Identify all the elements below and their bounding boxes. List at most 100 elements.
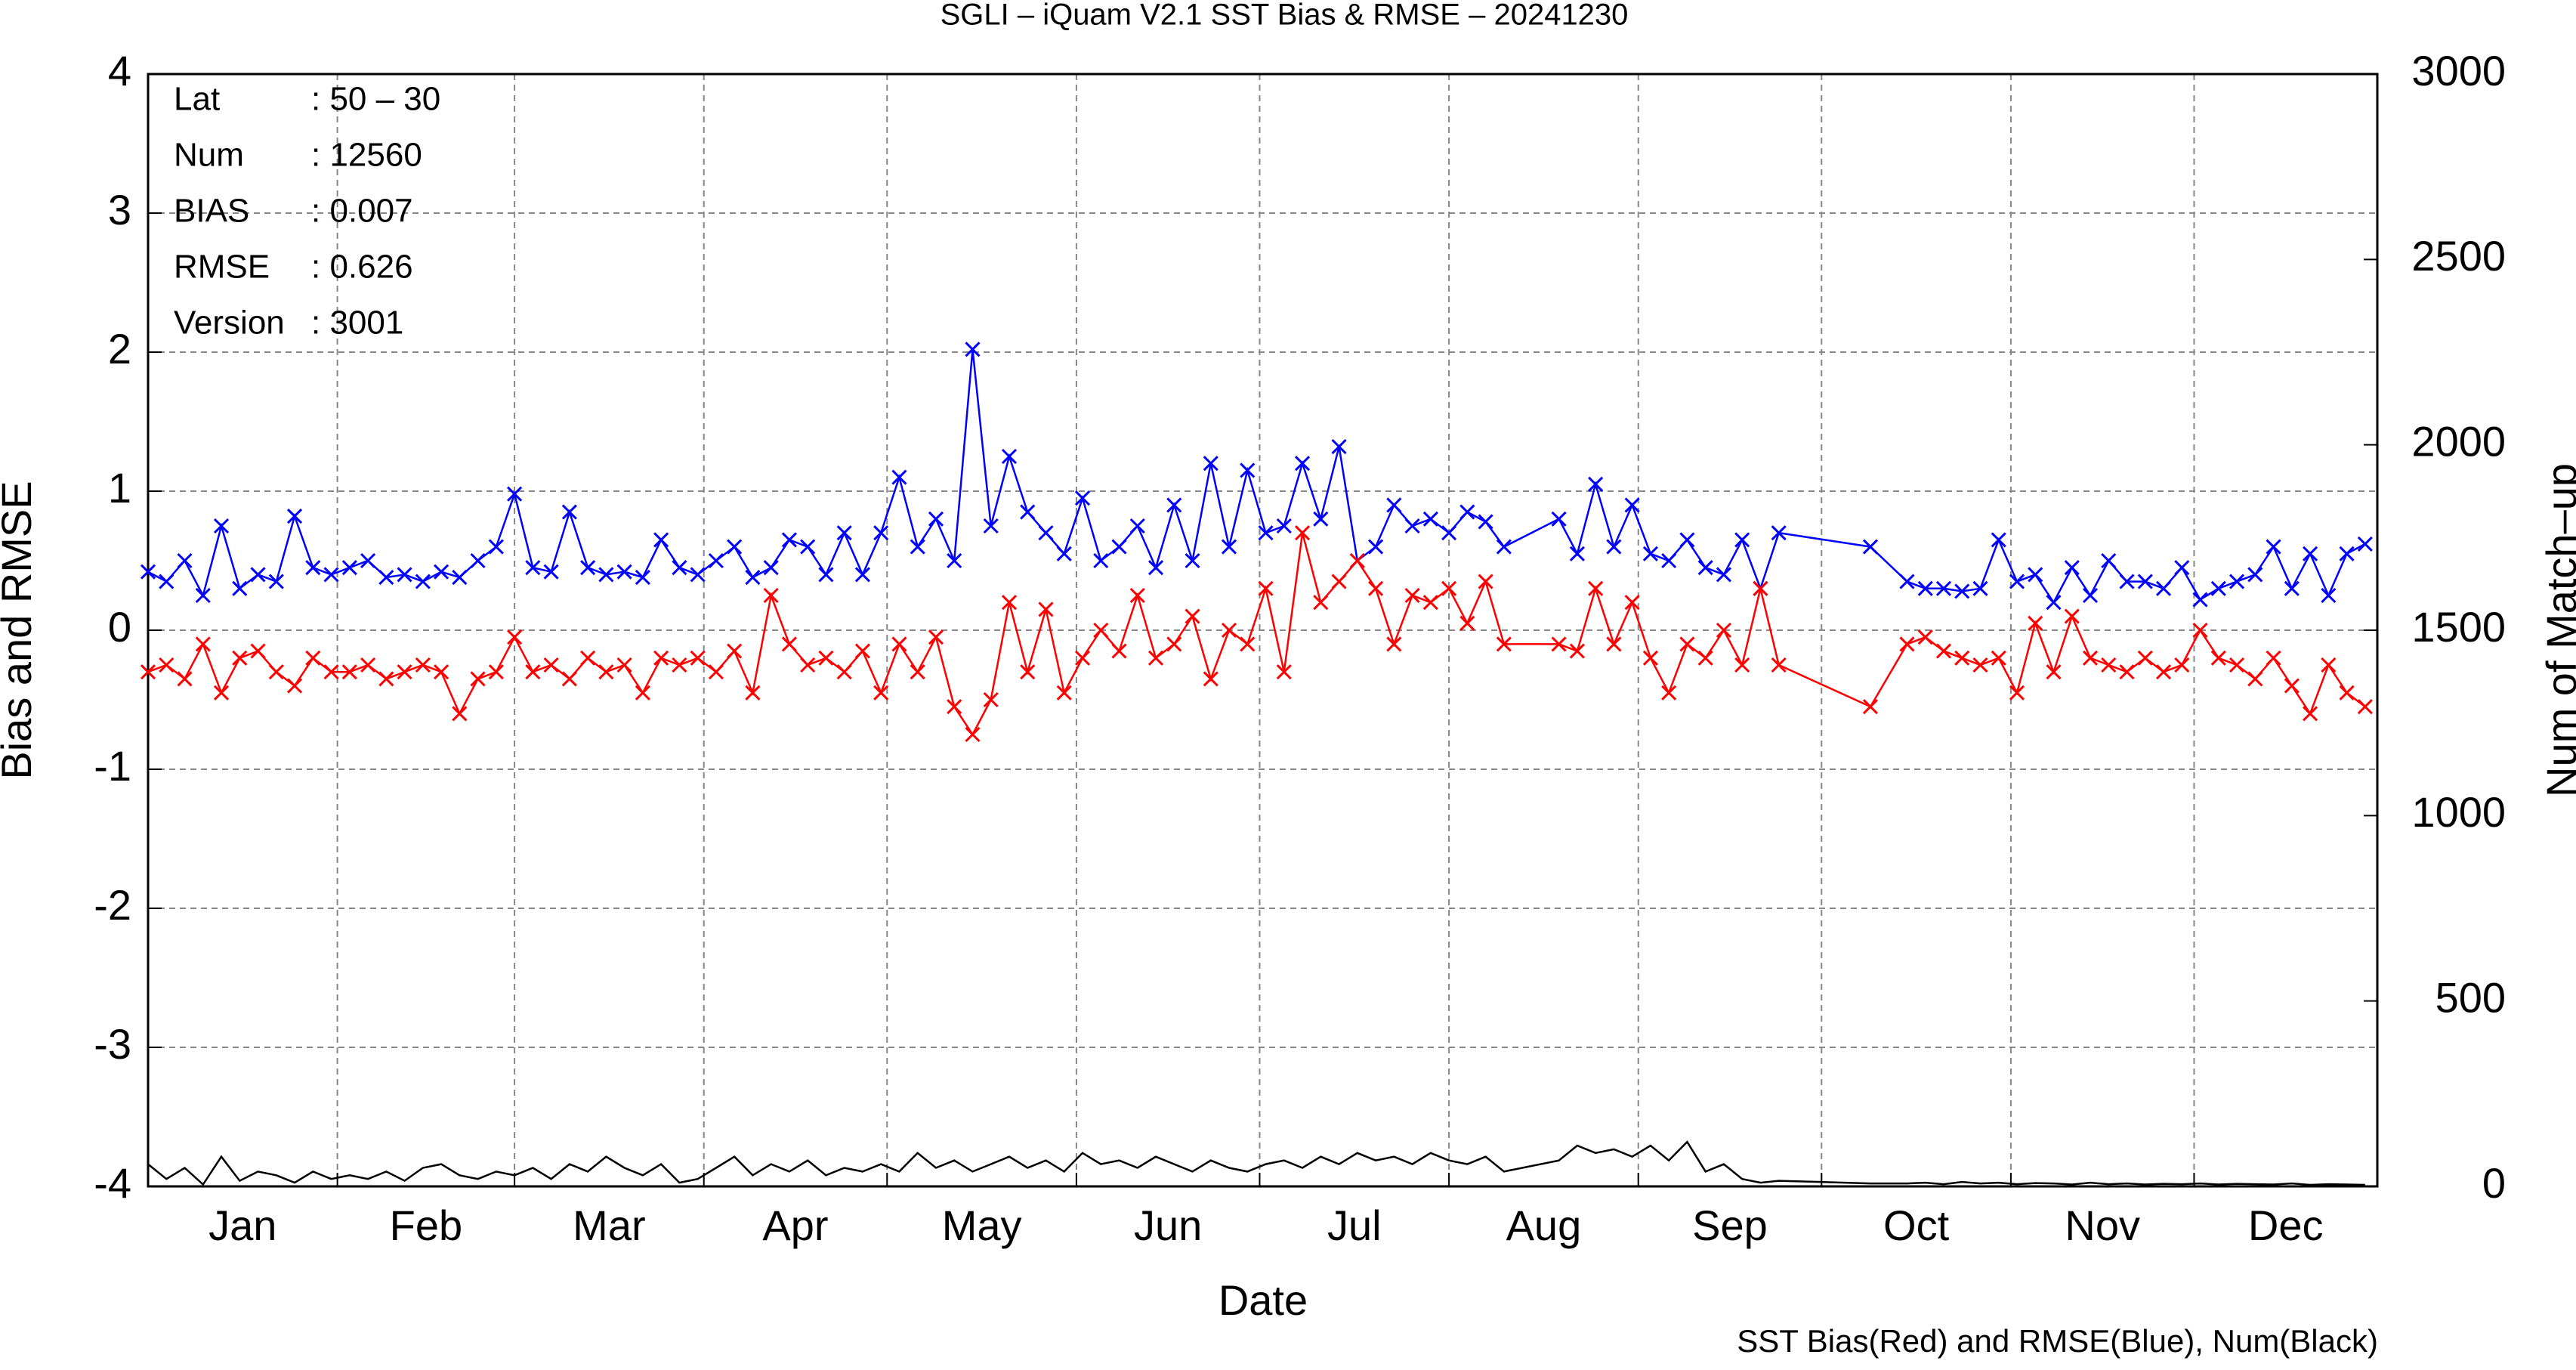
marker (616, 564, 632, 580)
marker (708, 552, 724, 569)
marker (305, 650, 321, 666)
marker (1056, 546, 1072, 561)
marker (488, 664, 504, 680)
marker (1147, 560, 1164, 576)
y-tick-label: 3 (108, 186, 131, 233)
marker (2210, 580, 2226, 596)
x-tick-label: Jul (1327, 1201, 1382, 1249)
marker (1276, 664, 1292, 680)
marker (2064, 608, 2080, 624)
marker (1368, 539, 1384, 555)
annotation-label: Num (174, 137, 244, 174)
marker (580, 650, 596, 666)
marker (1074, 490, 1091, 506)
marker (580, 560, 596, 576)
marker (2303, 546, 2318, 561)
marker (800, 539, 816, 555)
marker (1753, 580, 1768, 596)
marker (2321, 587, 2337, 604)
marker (745, 685, 761, 700)
marker (1404, 518, 1420, 534)
marker (1697, 650, 1713, 666)
marker (1221, 622, 1237, 639)
marker (1991, 650, 2006, 666)
marker (1459, 615, 1475, 631)
marker (727, 643, 743, 659)
y2-tick-label: 3000 (2411, 47, 2506, 94)
marker (195, 587, 211, 604)
marker (598, 664, 614, 680)
y2-tick-label: 1500 (2411, 603, 2506, 651)
marker (1459, 504, 1475, 520)
marker (1258, 580, 1274, 596)
y-tick-label: 4 (108, 47, 131, 94)
marker (1020, 504, 1036, 520)
annotation-value: : 0.626 (311, 249, 413, 286)
marker (2174, 657, 2190, 673)
marker (2210, 650, 2226, 666)
marker (1917, 629, 1933, 645)
y2-tick-label: 500 (2435, 973, 2506, 1021)
marker (1166, 636, 1182, 652)
marker (1771, 525, 1787, 541)
marker (1074, 650, 1091, 666)
x-tick-label: Jun (1134, 1201, 1202, 1249)
plot-frame (147, 73, 2379, 1188)
marker (2028, 615, 2043, 631)
marker (397, 567, 412, 583)
marker (1642, 546, 1658, 561)
marker (2339, 546, 2355, 561)
marker (1661, 552, 1677, 569)
marker (800, 657, 816, 673)
marker (1331, 574, 1347, 589)
marker (1422, 595, 1438, 611)
marker (910, 664, 925, 680)
marker (2009, 685, 2025, 700)
marker (378, 671, 394, 687)
marker (2192, 592, 2208, 608)
marker (232, 650, 248, 666)
marker (525, 560, 541, 576)
annotation-value: : 12560 (311, 137, 422, 174)
marker (341, 664, 357, 680)
marker (561, 504, 577, 520)
marker (1166, 497, 1182, 513)
marker (507, 629, 523, 645)
marker (891, 469, 907, 485)
marker (947, 699, 962, 715)
marker (965, 342, 981, 357)
y2-tick-label: 1000 (2411, 788, 2506, 836)
marker (1313, 595, 1329, 611)
marker (1313, 511, 1329, 527)
marker (672, 560, 687, 576)
marker (854, 643, 871, 659)
y-tick-label: 2 (108, 325, 131, 373)
marker (268, 664, 284, 680)
annotation-value: : 0.007 (311, 193, 413, 230)
x-tick-label: Jan (208, 1201, 276, 1249)
marker (140, 564, 156, 580)
marker (653, 532, 669, 548)
marker (1349, 552, 1365, 569)
annotation-label: RMSE (174, 249, 270, 286)
marker (1111, 643, 1127, 659)
marker (1954, 650, 1970, 666)
marker (1716, 622, 1731, 639)
marker (452, 706, 468, 722)
marker (727, 539, 743, 555)
marker (2101, 552, 2117, 569)
marker (910, 539, 925, 555)
marker (1972, 580, 1988, 596)
x-tick-label: Apr (762, 1201, 828, 1249)
annotation-label: Version (174, 305, 285, 342)
marker (232, 580, 248, 596)
marker (891, 636, 907, 652)
marker (1496, 636, 1512, 652)
marker (305, 560, 321, 576)
marker (1862, 539, 1879, 555)
marker (525, 664, 541, 680)
marker (598, 567, 614, 583)
marker (1038, 602, 1054, 617)
marker (2119, 574, 2135, 589)
